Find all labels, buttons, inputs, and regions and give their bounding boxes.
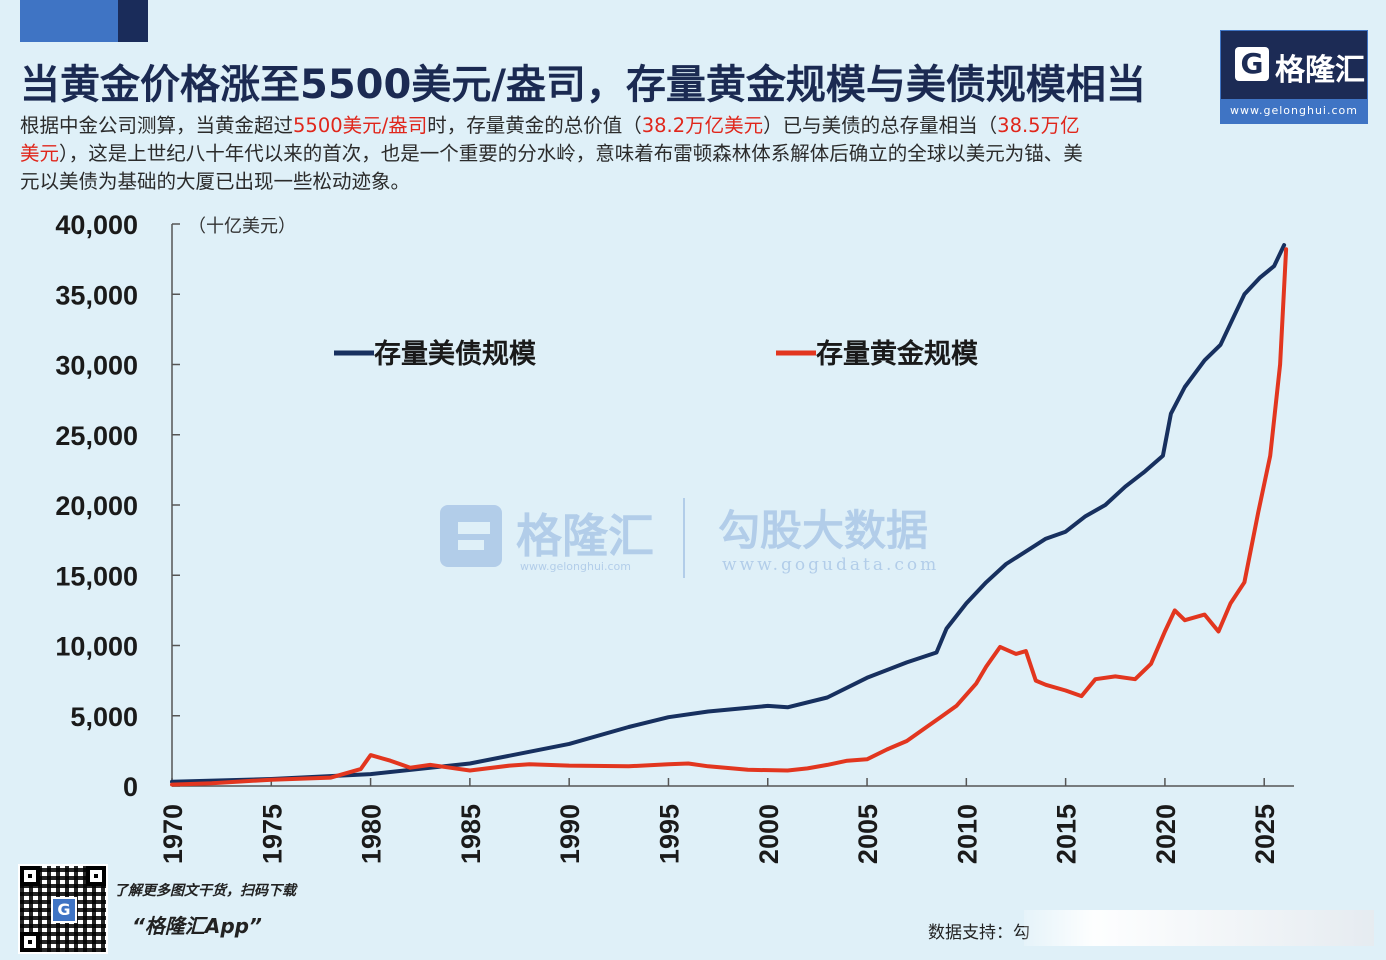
- qr-center-logo: G: [51, 897, 77, 923]
- qr-tagline: 了解更多图文干货，扫码下载: [114, 883, 296, 899]
- y-tick-label: 20,000: [55, 491, 138, 521]
- legend-label: 存量美债规模: [374, 338, 536, 370]
- y-tick-label: 40,000: [55, 210, 138, 240]
- description-text: ），这是上世纪八十年代以来的首次，也是一个重要的分水岭，意味着布雷顿森林体系解体…: [20, 142, 1083, 193]
- x-tick-label: 2000: [754, 804, 784, 864]
- chart-legend: 存量美债规模 存量黄金规模: [334, 338, 978, 370]
- logo-url: www.gelonghui.com: [1221, 99, 1367, 123]
- x-tick-label: 2020: [1151, 804, 1181, 864]
- logo-brand-name: 格隆汇: [1275, 53, 1365, 88]
- description-text: ）已与美债的总存量相当（: [763, 114, 998, 137]
- unit-label: （十亿美元）: [188, 216, 296, 237]
- x-tick-label: 1995: [654, 804, 684, 864]
- y-tick-label: 25,000: [55, 421, 138, 451]
- x-tick-label: 1980: [357, 804, 387, 864]
- x-tick-label: 1975: [257, 804, 287, 864]
- line-chart: 格隆汇 www.gelonghui.com 勾股大数据 www.gogudata…: [55, 210, 1294, 864]
- y-tick-label: 0: [123, 772, 138, 802]
- watermark-brand: 格隆汇: [516, 509, 654, 563]
- header-accent-bar-dark: [118, 0, 148, 42]
- watermark-data-brand: 勾股大数据: [718, 506, 928, 555]
- chart-series: [170, 243, 1289, 787]
- highlight-value: 38.5万亿美元: [20, 114, 1080, 165]
- y-tick-label: 15,000: [55, 561, 138, 591]
- gold-series-line: [170, 247, 1289, 787]
- y-tick-label: 10,000: [55, 632, 138, 662]
- source-blur-overlay: [1024, 910, 1374, 946]
- chart-axes: 0 5,000 10,000 15,000 20,000 25,000 30,000 35,0…: [55, 210, 1294, 864]
- legend-label: 存量黄金规模: [816, 338, 978, 370]
- watermark-data-url: www.gogudata.com: [722, 555, 939, 575]
- page-title: 当黄金价格涨至5500美元/盎司，存量黄金规模与美债规模相当: [20, 62, 1146, 108]
- y-tick-label: 5,000: [70, 702, 138, 732]
- x-tick-label: 2010: [952, 804, 982, 864]
- qr-code-icon: G: [18, 864, 108, 954]
- highlight-value: 38.2万亿美元: [641, 114, 764, 137]
- highlight-value: 5500美元/盎司: [293, 114, 428, 137]
- x-tick-label: 1985: [456, 804, 486, 864]
- description-paragraph: 根据中金公司测算，当黄金超过5500美元/盎司时，存量黄金的总价值（38.2万亿…: [20, 112, 1090, 196]
- gelonghui-g-icon: G: [1235, 47, 1269, 81]
- gelonghui-logo: G 格隆汇 www.gelonghui.com: [1220, 30, 1368, 124]
- y-tick-label: 30,000: [55, 351, 138, 381]
- y-tick-label: 35,000: [55, 280, 138, 310]
- x-tick-label: 2005: [853, 804, 883, 864]
- x-tick-label: 1990: [555, 804, 585, 864]
- header-accent-bar: [20, 0, 118, 42]
- x-tick-label: 2025: [1250, 804, 1280, 864]
- data-source-label: 数据支持：勾: [928, 923, 1030, 943]
- watermark-brand-url: www.gelonghui.com: [520, 560, 631, 573]
- watermark: 格隆汇 www.gelonghui.com 勾股大数据 www.gogudata…: [440, 498, 939, 578]
- description-text: 根据中金公司测算，当黄金超过: [20, 114, 294, 137]
- x-tick-label: 1970: [158, 804, 188, 864]
- description-text: 时，存量黄金的总价值（: [427, 114, 642, 137]
- treasury-series-line: [170, 243, 1287, 784]
- qr-app-name: “格隆汇App”: [132, 914, 262, 938]
- x-tick-label: 2015: [1052, 804, 1082, 864]
- watermark-g-icon: [440, 505, 502, 567]
